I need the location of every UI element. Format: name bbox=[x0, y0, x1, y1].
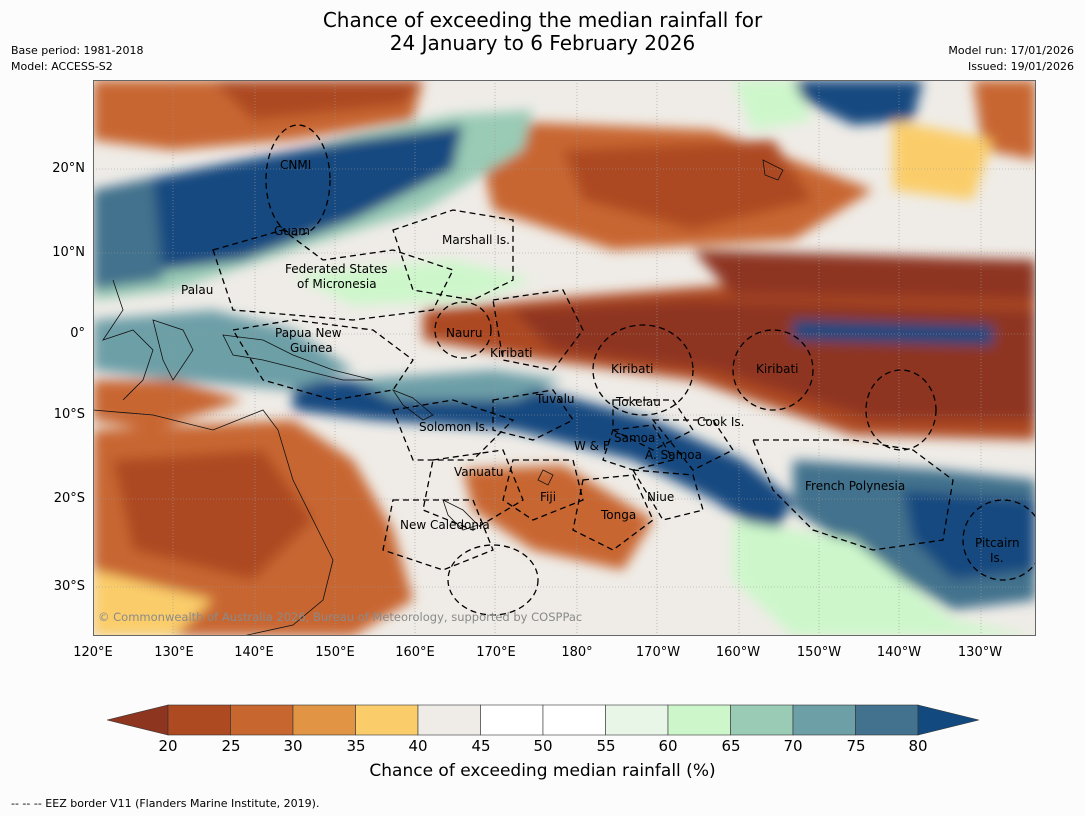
place-label-png: Guinea bbox=[290, 341, 333, 355]
place-label-cnmi: CNMI bbox=[280, 158, 312, 172]
place-label-cook: Cook Is. bbox=[697, 415, 745, 429]
lon-label: 150°E bbox=[315, 645, 355, 660]
legend-title: Chance of exceeding median rainfall (%) bbox=[369, 761, 716, 781]
legend-color-swatch bbox=[292, 704, 356, 736]
lat-label: 30°S bbox=[53, 579, 85, 594]
lon-label: 130°W bbox=[957, 645, 1003, 660]
place-label-tokelau: Tokelau bbox=[616, 395, 661, 409]
legend-color-swatch bbox=[167, 704, 231, 736]
place-label-vanuatu: Vanuatu bbox=[454, 465, 504, 479]
legend-color-swatch bbox=[917, 704, 979, 736]
place-label-kiribati: Kiribati bbox=[490, 346, 533, 360]
legend-color-swatch bbox=[855, 704, 919, 736]
lat-label: 10°N bbox=[52, 245, 85, 260]
place-label-pitcairn: Is. bbox=[990, 551, 1004, 565]
legend-tick: 50 bbox=[533, 737, 553, 755]
legend-color-swatch bbox=[355, 704, 419, 736]
place-label-tonga: Tonga bbox=[601, 508, 637, 522]
place-label-kiribati: Kiribati bbox=[611, 362, 654, 376]
legend-color-swatch bbox=[605, 704, 669, 736]
lat-label: 10°S bbox=[53, 407, 85, 422]
legend-tick: 55 bbox=[596, 737, 616, 755]
legend-tick: 45 bbox=[471, 737, 491, 755]
lon-label: 160°E bbox=[395, 645, 435, 660]
place-label-kiribati: Kiribati bbox=[756, 362, 799, 376]
base-period: Base period: 1981-2018 bbox=[11, 44, 144, 57]
lon-label: 170°E bbox=[476, 645, 516, 660]
place-label-solomon: Solomon Is. bbox=[419, 420, 489, 434]
model-name: Model: ACCESS-S2 bbox=[11, 60, 113, 73]
legend-color-swatch bbox=[107, 704, 169, 736]
legend-color-swatch bbox=[542, 704, 606, 736]
place-label-asamoa: A. Samoa bbox=[645, 448, 702, 462]
legend-tick: 80 bbox=[908, 737, 928, 755]
lon-label: 170°W bbox=[635, 645, 681, 660]
legend-tick: 35 bbox=[346, 737, 366, 755]
legend-tick: 75 bbox=[846, 737, 866, 755]
place-label-pitcairn: Pitcairn bbox=[975, 536, 1020, 550]
place-label-png: Papua New bbox=[275, 326, 342, 340]
place-label-guam: Guam bbox=[274, 224, 310, 238]
place-label-nauru: Nauru bbox=[446, 326, 483, 340]
lon-label: 140°W bbox=[876, 645, 922, 660]
legend-color-swatch bbox=[417, 704, 481, 736]
legend-tick: 65 bbox=[721, 737, 741, 755]
lon-label: 160°W bbox=[715, 645, 761, 660]
rainfall-map bbox=[93, 80, 1036, 636]
model-run: Model run: 17/01/2026 bbox=[948, 44, 1074, 57]
eez-footnote: -- -- -- EEZ border V11 (Flanders Marine… bbox=[11, 797, 320, 810]
coastlines bbox=[93, 159, 784, 636]
place-label-tuvalu: Tuvalu bbox=[536, 392, 575, 406]
lat-label: 20°S bbox=[53, 491, 85, 506]
place-label-fsm: Federated States bbox=[285, 262, 388, 276]
legend-colorbar bbox=[107, 704, 979, 736]
legend-tick: 30 bbox=[283, 737, 303, 755]
place-label-french-polynesia: French Polynesia bbox=[805, 479, 906, 493]
legend-tick: 20 bbox=[158, 737, 178, 755]
lon-label: 180° bbox=[561, 645, 593, 660]
lat-label: 0° bbox=[70, 326, 85, 341]
legend-tick: 60 bbox=[658, 737, 678, 755]
legend-color-swatch bbox=[730, 704, 794, 736]
eez-borders bbox=[212, 124, 1036, 616]
lat-label: 20°N bbox=[52, 161, 85, 176]
legend-color-swatch bbox=[792, 704, 856, 736]
copyright-notice: © Commonwealth of Australia 2026, Bureau… bbox=[98, 610, 583, 624]
lon-label: 120°E bbox=[73, 645, 113, 660]
map-title-line2: 24 January to 6 February 2026 bbox=[389, 31, 696, 55]
place-label-fiji: Fiji bbox=[540, 490, 557, 504]
issued-date: Issued: 19/01/2026 bbox=[967, 60, 1074, 73]
map-title-line1: Chance of exceeding the median rainfall … bbox=[322, 8, 763, 32]
place-label-samoa: Samoa bbox=[614, 431, 656, 445]
place-label-palau: Palau bbox=[181, 283, 214, 297]
place-label-fsm: of Micronesia bbox=[297, 277, 377, 291]
lon-label: 130°E bbox=[154, 645, 194, 660]
legend-color-swatch bbox=[480, 704, 544, 736]
legend-color-swatch bbox=[230, 704, 294, 736]
lon-label: 150°W bbox=[796, 645, 842, 660]
place-label-new-caledonia: New Caledonia bbox=[400, 518, 490, 532]
legend-tick: 70 bbox=[783, 737, 803, 755]
legend-tick: 25 bbox=[221, 737, 241, 755]
legend-color-swatch bbox=[667, 704, 731, 736]
legend-tick: 40 bbox=[408, 737, 428, 755]
place-label-niue: Niue bbox=[647, 490, 675, 504]
place-label-marshall: Marshall Is. bbox=[442, 233, 510, 247]
place-label-wf: W & F bbox=[574, 439, 610, 453]
lon-label: 140°E bbox=[234, 645, 274, 660]
